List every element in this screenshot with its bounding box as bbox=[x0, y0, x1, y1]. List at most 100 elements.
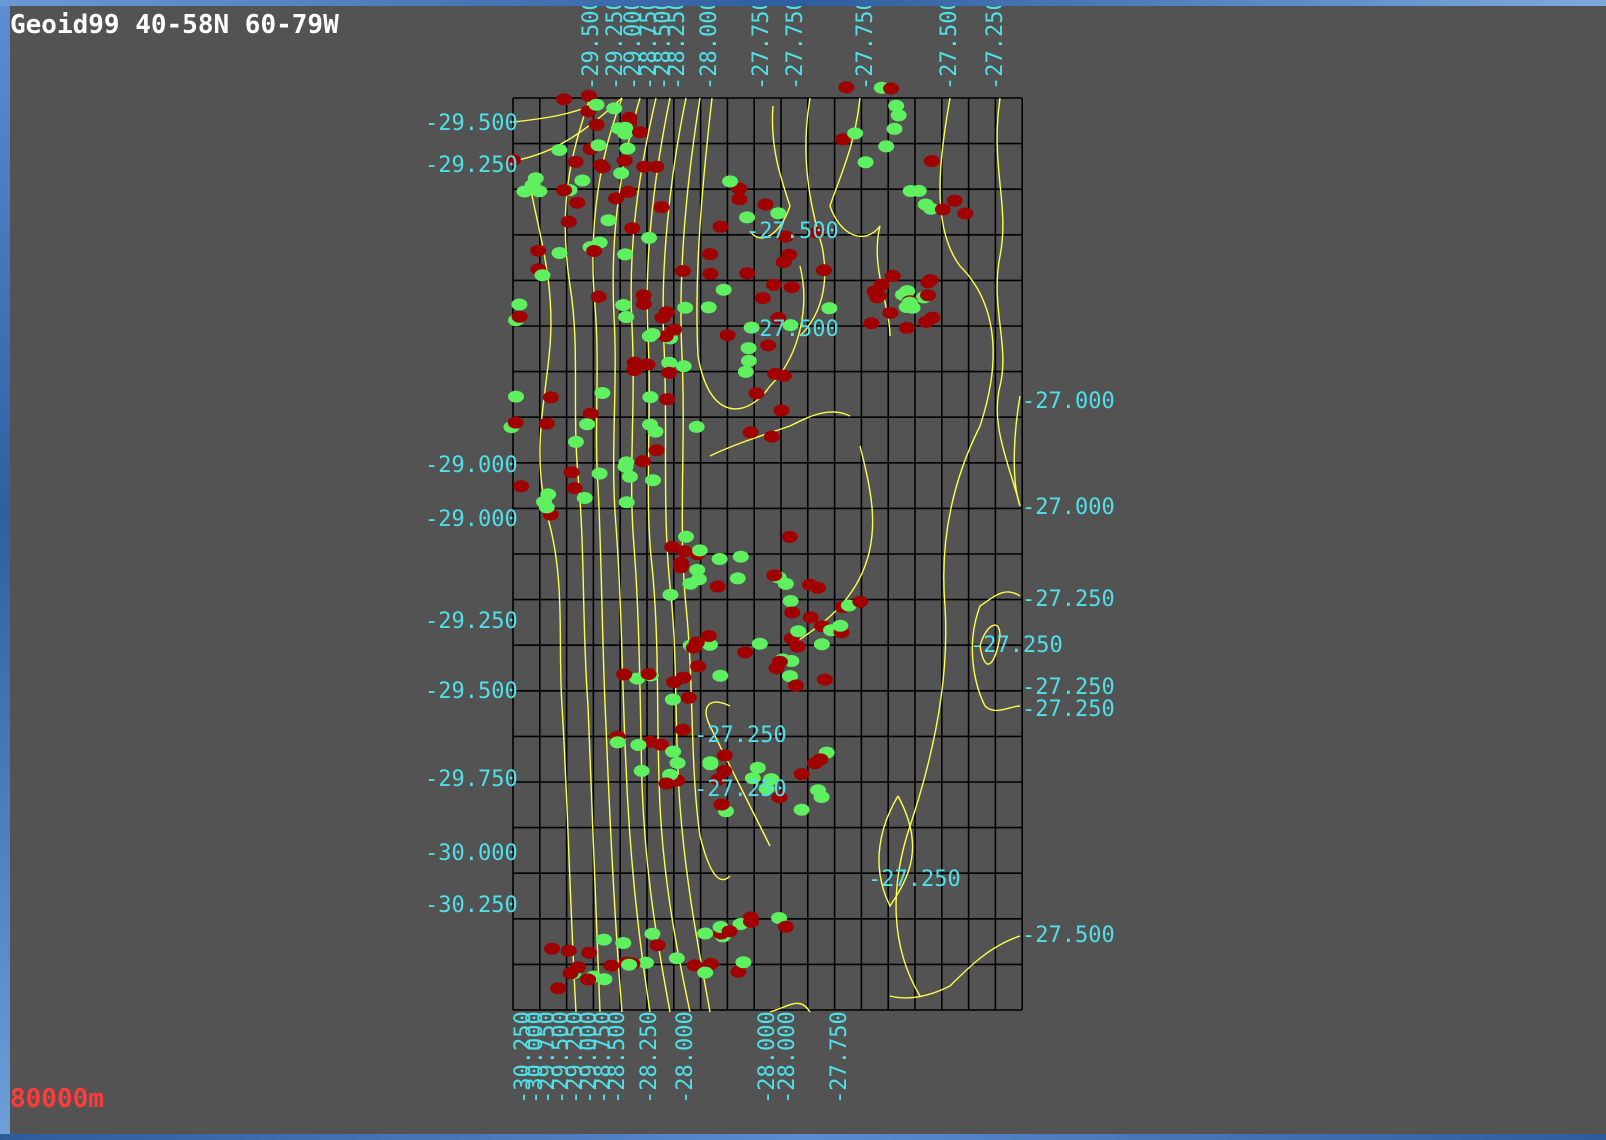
station-marker-green bbox=[743, 321, 760, 334]
station-marker-green bbox=[576, 492, 593, 504]
station-marker-green bbox=[538, 501, 555, 514]
station-marker-green bbox=[782, 670, 798, 683]
station-marker-red bbox=[570, 961, 586, 974]
contour-label-left: -29.500 bbox=[425, 111, 518, 136]
station-marker-green bbox=[594, 387, 611, 399]
station-marker-red bbox=[882, 306, 899, 319]
contour-line bbox=[799, 97, 826, 337]
station-marker-green bbox=[793, 803, 810, 816]
station-marker-red bbox=[816, 673, 833, 686]
geoid-contour-map[interactable]: -29.500 -29.250-29.000-28.750-28.500-28.2… bbox=[10, 6, 1606, 1134]
station-marker-red bbox=[838, 81, 855, 94]
station-marker-red bbox=[620, 185, 637, 198]
contour-line bbox=[529, 185, 577, 1013]
station-marker-red bbox=[581, 946, 597, 959]
station-marker-red bbox=[635, 289, 652, 302]
station-marker-green bbox=[595, 933, 612, 946]
station-marker-red bbox=[649, 939, 666, 952]
station-marker-red bbox=[616, 154, 633, 167]
station-marker-red bbox=[873, 278, 890, 291]
station-marker-red bbox=[635, 297, 652, 310]
contour-label-bottom: -30.250 bbox=[511, 1011, 536, 1104]
station-marker-red bbox=[556, 184, 573, 197]
station-marker-red bbox=[784, 606, 801, 619]
station-marker-green bbox=[534, 269, 551, 282]
station-marker-green bbox=[758, 782, 775, 795]
map-window[interactable]: Geoid99 40-58N 60-79W 80000m -29.500 -29.… bbox=[10, 6, 1606, 1134]
contour-label-bottom: -27.750 bbox=[827, 1011, 852, 1104]
station-marker-red bbox=[773, 404, 790, 417]
station-marker-red bbox=[569, 196, 586, 209]
contour-label-bottom: -28.000 bbox=[673, 1011, 698, 1104]
station-marker-green bbox=[702, 758, 719, 771]
station-marker-red bbox=[898, 321, 915, 334]
station-marker-green bbox=[744, 772, 761, 785]
station-marker-red bbox=[680, 691, 697, 704]
contour-label-top: -29.250 bbox=[603, 6, 628, 90]
station-marker-red bbox=[640, 668, 657, 680]
contour-label-top: -27.750 bbox=[853, 6, 878, 90]
station-marker-green bbox=[677, 301, 694, 314]
station-marker-red bbox=[504, 154, 521, 167]
station-marker-red bbox=[802, 611, 819, 624]
contour-label-top: -28.500 bbox=[651, 6, 676, 90]
station-marker-green bbox=[664, 693, 681, 706]
station-marker-green bbox=[606, 102, 623, 115]
station-marker-green bbox=[790, 625, 807, 638]
station-marker-green bbox=[740, 342, 757, 355]
contour-line bbox=[646, 97, 691, 1013]
desktop-background-top bbox=[0, 0, 1606, 6]
contour-label-right: -27.250 bbox=[1022, 587, 1115, 612]
contour-label-top: -28.250 bbox=[665, 6, 690, 90]
contour-label-right: -27.000 bbox=[1022, 389, 1115, 414]
station-marker-red bbox=[957, 207, 974, 220]
contour-line bbox=[709, 411, 851, 457]
station-marker-green bbox=[642, 391, 659, 404]
map-title: Geoid99 40-58N 60-79W bbox=[10, 10, 339, 40]
contour-label-top: -27.250 bbox=[983, 6, 1008, 90]
contour-label-left: -29.000 bbox=[425, 453, 518, 478]
station-marker-red bbox=[712, 220, 729, 233]
station-marker-red bbox=[884, 270, 901, 282]
station-marker-green bbox=[511, 298, 528, 311]
station-marker-red bbox=[580, 973, 597, 986]
station-marker-red bbox=[566, 482, 583, 495]
station-marker-red bbox=[544, 942, 561, 955]
contour-label-top: -27.750 bbox=[749, 6, 774, 90]
station-markers bbox=[503, 81, 974, 995]
station-marker-green bbox=[588, 98, 605, 111]
station-marker-red bbox=[661, 366, 678, 379]
station-marker-green bbox=[665, 745, 682, 758]
contour-label-inner: -27.500 bbox=[746, 317, 839, 342]
station-marker-green bbox=[669, 757, 686, 769]
station-marker-red bbox=[631, 126, 648, 139]
station-marker-red bbox=[603, 959, 620, 972]
station-marker-red bbox=[763, 430, 780, 443]
station-marker-green bbox=[617, 121, 634, 134]
contour-label-left: -30.000 bbox=[425, 841, 518, 866]
contour-label-bottom: -29.750 bbox=[535, 1011, 560, 1104]
station-marker-green bbox=[662, 588, 679, 601]
contour-line bbox=[895, 97, 994, 997]
station-marker-red bbox=[781, 530, 798, 543]
station-marker-green bbox=[813, 638, 830, 651]
contour-label-top: -29.000 bbox=[621, 6, 646, 90]
station-marker-green bbox=[678, 530, 694, 543]
contour-line bbox=[705, 701, 771, 847]
station-marker-red bbox=[743, 915, 759, 928]
station-marker-green bbox=[609, 736, 626, 749]
station-marker-red bbox=[757, 198, 774, 211]
station-marker-green bbox=[647, 425, 664, 438]
station-marker-red bbox=[946, 194, 963, 207]
station-marker-green bbox=[749, 761, 766, 774]
station-marker-green bbox=[729, 572, 746, 585]
station-marker-red bbox=[673, 559, 690, 572]
station-marker-green bbox=[591, 467, 608, 480]
station-marker-red bbox=[653, 738, 669, 751]
station-marker-red bbox=[658, 777, 675, 790]
station-marker-green bbox=[732, 550, 749, 563]
station-marker-green bbox=[701, 638, 718, 651]
station-marker-green bbox=[722, 175, 739, 188]
station-marker-red bbox=[766, 569, 783, 582]
station-marker-green bbox=[782, 595, 799, 607]
